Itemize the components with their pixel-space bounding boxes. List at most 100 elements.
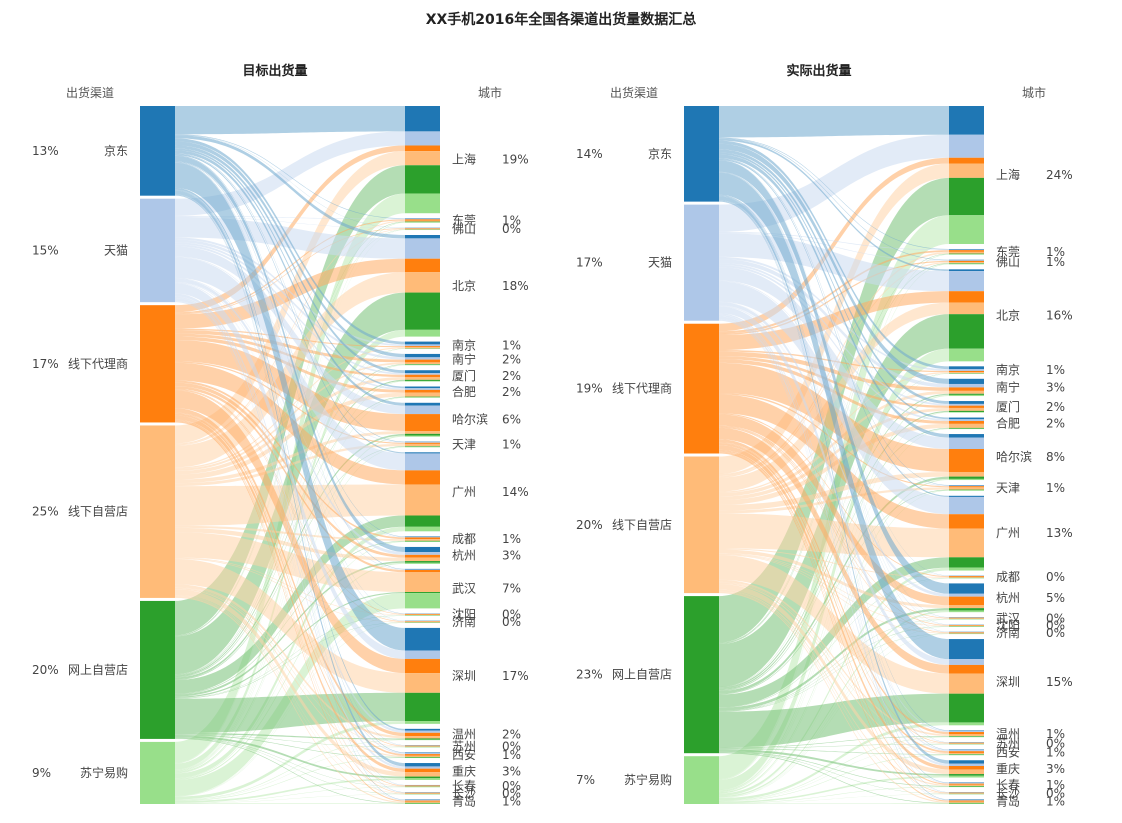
source-node-天猫[interactable] — [684, 204, 719, 321]
target-pct: 14% — [502, 485, 529, 499]
target-pct: 1% — [1046, 795, 1065, 809]
flow-link-线下自营店-长春 — [719, 589, 949, 786]
target-segment-武汉-苏宁易购 — [405, 593, 440, 609]
flow-link-天猫-杭州 — [719, 302, 949, 597]
source-node-京东[interactable] — [684, 106, 719, 202]
target-segment-温州-网上自营店 — [405, 738, 440, 740]
target-name: 佛山 — [996, 255, 1020, 269]
flow-link-天猫-深圳 — [175, 283, 405, 659]
target-segment-温州-天猫 — [405, 730, 440, 733]
flow-link-线下代理商-西安 — [175, 413, 405, 756]
flow-link-线下代理商-苏州 — [175, 412, 405, 747]
flow-link-线下自营店-济南 — [175, 558, 405, 623]
target-segment-深圳-线下自营店 — [405, 673, 440, 693]
target-segment-温州-苏宁易购 — [949, 736, 984, 738]
target-segment-武汉-线下代理商 — [405, 570, 440, 573]
flow-link-线下自营店-沈阳 — [175, 557, 405, 616]
target-segment-重庆-天猫 — [949, 763, 984, 767]
target-name: 合肥 — [452, 384, 476, 399]
flow-link-京东-济南 — [719, 172, 949, 633]
target-segment-北京-线下自营店 — [949, 302, 984, 315]
flow-link-京东-沈阳 — [175, 162, 405, 614]
flow-link-网上自营店-济南 — [719, 633, 949, 712]
source-node-天猫[interactable] — [140, 198, 175, 303]
target-segment-哈尔滨-京东 — [405, 402, 440, 406]
target-segment-西安-网上自营店 — [949, 754, 984, 755]
target-segment-苏州-线下代理商 — [949, 742, 984, 744]
flow-link-线下自营店-深圳 — [719, 555, 949, 694]
flow-link-网上自营店-沈阳 — [175, 615, 405, 699]
flow-link-线下代理商-苏州 — [719, 442, 949, 744]
flow-link-天猫-长沙 — [175, 301, 405, 793]
flow-link-线下代理商-深圳 — [175, 390, 405, 674]
flow-link-京东-重庆 — [719, 196, 949, 764]
target-segment-重庆-线下自营店 — [405, 772, 440, 777]
target-pct: 1% — [1046, 481, 1065, 495]
target-segment-西安-京东 — [405, 752, 440, 753]
flow-link-天猫-重庆 — [175, 298, 405, 769]
source-node-网上自营店[interactable] — [684, 596, 719, 754]
target-segment-合肥-京东 — [949, 417, 984, 420]
flow-link-线下代理商-成都 — [719, 413, 949, 577]
flow-link-线下自营店-佛山 — [175, 228, 405, 446]
source-node-线下自营店[interactable] — [684, 456, 719, 594]
flow-link-苏宁易购-重庆 — [719, 775, 949, 803]
flow-link-线下自营店-南京 — [719, 372, 949, 494]
flow-link-天猫-苏州 — [719, 314, 949, 743]
target-segment-青岛-京东 — [949, 799, 984, 800]
source-node-京东[interactable] — [140, 106, 175, 196]
flow-link-线下自营店-杭州 — [719, 549, 949, 609]
target-pct: 2% — [502, 385, 521, 399]
target-segment-武汉-京东 — [405, 568, 440, 570]
flow-link-天猫-沈阳 — [719, 305, 949, 626]
target-segment-重庆-线下代理商 — [949, 766, 984, 770]
target-pct: 15% — [1046, 675, 1073, 689]
target-name: 南京 — [452, 337, 476, 352]
flow-link-网上自营店-西安 — [175, 734, 405, 758]
target-segment-青岛-天猫 — [949, 799, 984, 801]
target-pct: 0% — [502, 608, 521, 622]
flow-link-线下自营店-重庆 — [175, 589, 405, 777]
flow-link-京东-北京 — [719, 138, 949, 272]
source-name: 苏宁易购 — [80, 765, 128, 780]
target-name: 上海 — [996, 167, 1020, 182]
target-segment-南京-京东 — [949, 366, 984, 370]
target-segment-厦门-苏宁易购 — [405, 380, 440, 382]
target-name: 杭州 — [452, 547, 476, 562]
flow-link-苏宁易购-北京 — [175, 329, 405, 770]
target-segment-北京-天猫 — [405, 238, 440, 259]
flow-link-线下代理商-济南 — [175, 389, 405, 622]
flow-link-网上自营店-杭州 — [719, 608, 949, 711]
target-name: 苏州 — [452, 739, 476, 753]
flow-link-天猫-成都 — [719, 301, 949, 577]
flow-link-线下自营店-哈尔滨 — [175, 431, 405, 484]
flow-link-京东-武汉 — [719, 171, 949, 618]
target-segment-上海-苏宁易购 — [405, 193, 440, 214]
target-segment-哈尔滨-线下自营店 — [405, 431, 440, 434]
source-node-苏宁易购[interactable] — [140, 741, 175, 804]
flow-link-天猫-佛山 — [719, 232, 949, 261]
flow-links — [719, 106, 949, 804]
target-segment-深圳-苏宁易购 — [949, 722, 984, 726]
target-segment-合肥-线下自营店 — [405, 392, 440, 397]
target-segment-温州-天猫 — [949, 730, 984, 733]
target-segment-深圳-天猫 — [405, 650, 440, 659]
target-segment-深圳-线下代理商 — [949, 664, 984, 674]
target-segment-长春-线下代理商 — [405, 785, 440, 787]
target-segment-重庆-线下自营店 — [949, 769, 984, 775]
target-name: 深圳 — [452, 669, 476, 683]
flow-link-京东-上海 — [719, 106, 949, 138]
target-segment-佛山-苏宁易购 — [949, 263, 984, 265]
flow-link-京东-南宁 — [175, 141, 405, 358]
source-node-线下代理商[interactable] — [140, 305, 175, 423]
flow-link-线下自营店-沈阳 — [719, 553, 949, 627]
source-node-网上自营店[interactable] — [140, 600, 175, 739]
target-segment-天津-天猫 — [949, 485, 984, 487]
target-segment-天津-网上自营店 — [949, 489, 984, 491]
flow-link-线下自营店-温州 — [719, 579, 949, 737]
source-node-线下自营店[interactable] — [140, 425, 175, 598]
source-node-线下代理商[interactable] — [684, 323, 719, 454]
source-node-苏宁易购[interactable] — [684, 756, 719, 804]
flow-link-线下自营店-青岛 — [719, 591, 949, 803]
target-segment-沈阳-线下代理商 — [949, 625, 984, 626]
